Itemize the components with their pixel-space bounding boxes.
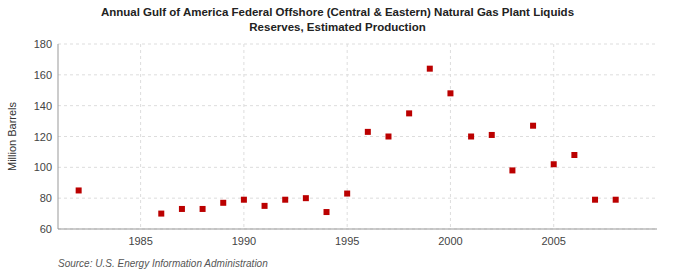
point [509, 167, 515, 173]
point [158, 211, 164, 217]
point [241, 197, 247, 203]
point [427, 66, 433, 72]
point [344, 191, 350, 197]
y-axis-label: Million Barrels [6, 101, 18, 171]
point [200, 206, 206, 212]
y-tick-label: 80 [40, 192, 52, 204]
y-grid-line [58, 136, 657, 137]
y-grid-line [58, 74, 657, 75]
y-tick-label: 60 [40, 223, 52, 235]
y-grid-line [58, 44, 657, 45]
x-tick-label: 2005 [541, 235, 565, 247]
axes: 60 80 100 120 140 160 180 1985 1990 1995 2000 2005 [34, 38, 657, 247]
y-grid-line [58, 198, 657, 199]
x-tick-label: 1995 [335, 235, 359, 247]
point [262, 203, 268, 209]
point [613, 197, 619, 203]
point [282, 197, 288, 203]
point [220, 200, 226, 206]
grid [58, 44, 657, 229]
point [551, 161, 557, 167]
y-tick-label: 180 [34, 38, 52, 50]
point [303, 195, 309, 201]
source-note: Source: U.S. Energy Information Administ… [58, 258, 268, 269]
point [571, 152, 577, 158]
x-grid-line [553, 44, 554, 229]
points [76, 66, 619, 217]
y-tick-label: 100 [34, 161, 52, 173]
point [179, 206, 185, 212]
point [76, 187, 82, 193]
y-grid-line [58, 229, 657, 230]
y-tick-label: 140 [34, 100, 52, 112]
point [530, 123, 536, 129]
y-tick-label: 120 [34, 131, 52, 143]
title-line: Annual Gulf of America Federal Offshore … [101, 6, 574, 18]
y-tick-label: 160 [34, 69, 52, 81]
x-grid-line [450, 44, 451, 229]
point [447, 90, 453, 96]
title-line: Reserves, Estimated Production [249, 21, 425, 33]
x-tick-label: 1985 [128, 235, 152, 247]
x-tick-label: 2000 [438, 235, 462, 247]
chart: Annual Gulf of America Federal Offshore … [0, 0, 675, 275]
point [324, 209, 330, 215]
point [489, 132, 495, 138]
point [365, 129, 371, 135]
title: Annual Gulf of America Federal Offshore … [101, 6, 574, 33]
point [406, 110, 412, 116]
y-grid-line [58, 167, 657, 168]
x-grid-line [347, 44, 348, 229]
point [385, 134, 391, 140]
point [592, 197, 598, 203]
x-grid-line [140, 44, 141, 229]
point [468, 134, 474, 140]
y-axis-line [58, 44, 59, 229]
x-axis-line [58, 229, 657, 230]
x-tick-label: 1990 [232, 235, 256, 247]
y-grid-line [58, 105, 657, 106]
